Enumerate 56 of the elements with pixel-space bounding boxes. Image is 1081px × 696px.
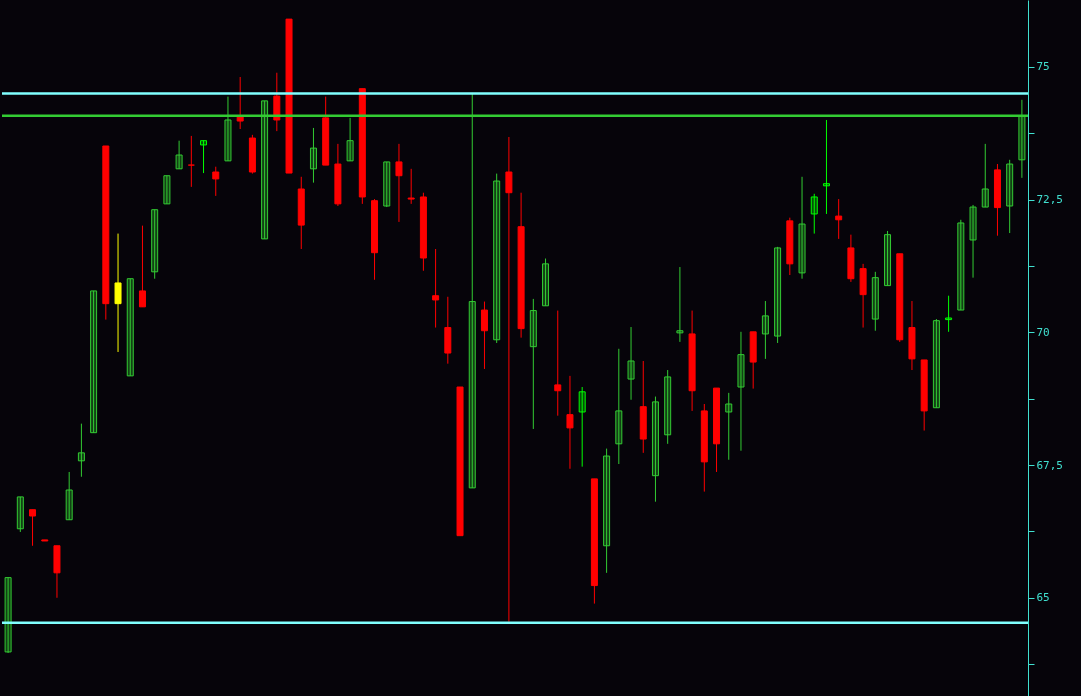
candlestick (932, 318, 940, 409)
candlestick (4, 577, 12, 654)
candlestick (212, 166, 220, 197)
candlestick (798, 176, 806, 280)
candlestick (664, 369, 672, 445)
candlestick (383, 161, 391, 208)
candlestick (493, 173, 501, 344)
candlestick (566, 375, 574, 470)
candlestick (822, 119, 830, 215)
candlestick (407, 168, 415, 205)
candlestick (969, 204, 977, 279)
candlestick (615, 348, 623, 465)
candlestick (578, 386, 586, 468)
candlestick (90, 290, 98, 434)
y-tick-label: 75 (1036, 60, 1050, 74)
y-tick-label: 67,5 (1036, 458, 1063, 472)
y-tick-label: 65 (1036, 591, 1050, 605)
candlestick (114, 233, 122, 353)
candlestick (151, 209, 159, 280)
candlestick (761, 300, 769, 360)
candlestick (309, 127, 317, 184)
candlestick (676, 266, 684, 343)
candlestick (273, 72, 281, 132)
candlestick (957, 219, 965, 311)
candlestick (542, 258, 550, 307)
candlestick (871, 271, 879, 332)
y-tick-label: 70 (1036, 325, 1050, 339)
candlestick (77, 423, 85, 478)
candlestick (16, 496, 24, 533)
candlestick (29, 509, 37, 547)
candlestick (774, 246, 782, 344)
candlestick (603, 448, 611, 574)
candlestick (175, 140, 183, 170)
candlestick (163, 175, 171, 205)
candlestick (945, 295, 953, 333)
candlestick (884, 230, 892, 287)
candlestick (981, 143, 989, 208)
candlestick (138, 225, 146, 308)
candlestick (529, 298, 537, 430)
candlestick (627, 326, 635, 401)
candlestick (554, 310, 562, 417)
candlestick (505, 136, 513, 623)
candlestick (725, 392, 733, 461)
candlestick (737, 331, 745, 452)
candlestick (432, 248, 440, 329)
candlestick (810, 193, 818, 235)
y-tick-label: 72,5 (1036, 193, 1063, 207)
candlestick (65, 471, 73, 521)
candlestick (835, 198, 843, 240)
candlestick (651, 396, 659, 503)
candlestick (187, 135, 195, 188)
candlestick (395, 143, 403, 223)
candlestick (1006, 159, 1014, 234)
candlestick (200, 140, 208, 174)
candlestick (480, 301, 488, 370)
candlestick (126, 278, 134, 377)
